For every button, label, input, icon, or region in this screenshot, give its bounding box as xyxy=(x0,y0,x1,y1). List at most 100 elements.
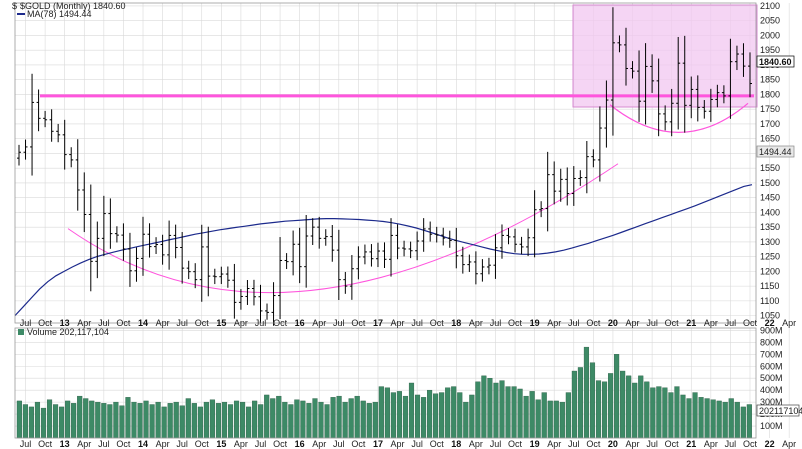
volume-bar xyxy=(493,382,499,439)
time-tick-label: Jul xyxy=(646,318,658,328)
price-bar xyxy=(610,7,615,136)
price-bar xyxy=(356,246,361,280)
time-tick-label: Jul xyxy=(646,439,658,449)
volume-bar xyxy=(95,401,101,439)
volume-bar xyxy=(131,401,137,439)
price-bar xyxy=(349,255,354,300)
volume-bar xyxy=(445,387,451,439)
time-tick-label: 14 xyxy=(138,439,148,449)
price-bar xyxy=(499,224,504,259)
price-bar xyxy=(656,58,661,137)
volume-bar xyxy=(656,386,662,439)
time-tick-label: Oct xyxy=(586,439,601,449)
time-tick-label: Oct xyxy=(665,318,680,328)
volume-bar xyxy=(203,401,209,439)
price-bar xyxy=(734,45,739,71)
volume-bar xyxy=(746,404,752,439)
volume-tick-label: 400M xyxy=(760,385,783,395)
volume-bar xyxy=(137,403,143,439)
volume-bar xyxy=(354,395,360,439)
price-bar xyxy=(141,216,146,276)
time-tick-label: 15 xyxy=(216,318,226,328)
price-bar xyxy=(238,289,243,310)
volume-bar xyxy=(589,362,596,439)
volume-bar xyxy=(149,404,155,439)
price-bar xyxy=(584,141,589,194)
price-bar xyxy=(173,224,178,259)
price-bar xyxy=(597,106,602,182)
time-tick-label: Oct xyxy=(430,439,445,449)
volume-bars-layer xyxy=(16,346,752,439)
volume-bar xyxy=(529,391,535,439)
volume-bar xyxy=(366,403,372,439)
volume-bar xyxy=(408,382,415,439)
price-bar xyxy=(741,43,746,77)
price-bar xyxy=(265,303,270,320)
price-bar xyxy=(669,88,674,137)
volume-bar xyxy=(107,404,113,439)
price-bar xyxy=(434,226,439,243)
pattern-annotations xyxy=(40,94,754,294)
price-bar xyxy=(728,38,733,119)
consolidation-box xyxy=(572,4,758,108)
time-tick-label: 18 xyxy=(451,318,461,328)
volume-bar xyxy=(710,399,716,439)
volume-bar xyxy=(517,388,523,439)
volume-bar xyxy=(173,401,179,439)
price-bar xyxy=(447,230,452,248)
volume-bar xyxy=(499,380,505,439)
volume-bar xyxy=(252,400,258,439)
time-tick-label: Apr xyxy=(77,318,91,328)
volume-bar xyxy=(71,403,77,439)
price-tick-label: 2050 xyxy=(760,16,780,26)
price-bar xyxy=(663,105,668,131)
price-bar xyxy=(36,89,41,132)
price-bar xyxy=(317,216,322,249)
time-tick-label: 13 xyxy=(60,439,70,449)
volume-bar xyxy=(481,375,487,439)
price-tick-label: 1950 xyxy=(760,45,780,55)
time-tick-label: 20 xyxy=(608,439,618,449)
time-tick-label: Jul xyxy=(725,439,737,449)
time-tick-label: Oct xyxy=(508,318,523,328)
price-bar xyxy=(147,223,152,258)
price-bar xyxy=(708,88,713,122)
time-tick-label: 14 xyxy=(138,318,148,328)
price-tick-label: 1250 xyxy=(760,252,780,262)
volume-bar xyxy=(553,400,559,439)
volume-bar xyxy=(559,401,565,439)
volume-bar xyxy=(59,406,65,439)
volume-bar xyxy=(264,394,270,439)
volume-value-tag: 202117104 xyxy=(756,404,802,417)
price-bar xyxy=(454,227,459,269)
price-bar xyxy=(382,242,387,268)
volume-bar xyxy=(294,399,300,439)
volume-bar xyxy=(155,401,161,439)
time-tick-label: Oct xyxy=(351,318,366,328)
time-tick-label: Oct xyxy=(665,439,680,449)
price-bar xyxy=(486,257,491,275)
volume-bar xyxy=(221,401,228,439)
volume-bar xyxy=(439,392,445,439)
volume-bar xyxy=(89,400,95,439)
time-tick-label: Oct xyxy=(586,318,601,328)
price-bar xyxy=(460,246,465,274)
price-bar xyxy=(402,240,407,257)
volume-bar xyxy=(469,394,475,439)
price-bar xyxy=(428,221,433,242)
time-tick-label: Apr xyxy=(391,439,405,449)
volume-bar xyxy=(270,398,276,439)
volume-tick-label: 500M xyxy=(760,373,783,383)
dollar-icon: $ xyxy=(12,1,17,11)
volume-bar xyxy=(535,399,541,439)
volume-bar xyxy=(125,397,131,439)
time-tick-label: 22 xyxy=(765,318,775,328)
price-bar xyxy=(506,228,511,245)
price-panel-frame xyxy=(14,2,757,324)
price-bar xyxy=(297,227,302,284)
time-tick-label: Oct xyxy=(38,318,53,328)
time-tick-label: 16 xyxy=(295,318,305,328)
time-tick-label: Apr xyxy=(782,318,796,328)
time-tick-label: 19 xyxy=(530,439,540,449)
volume-bar xyxy=(185,398,191,439)
